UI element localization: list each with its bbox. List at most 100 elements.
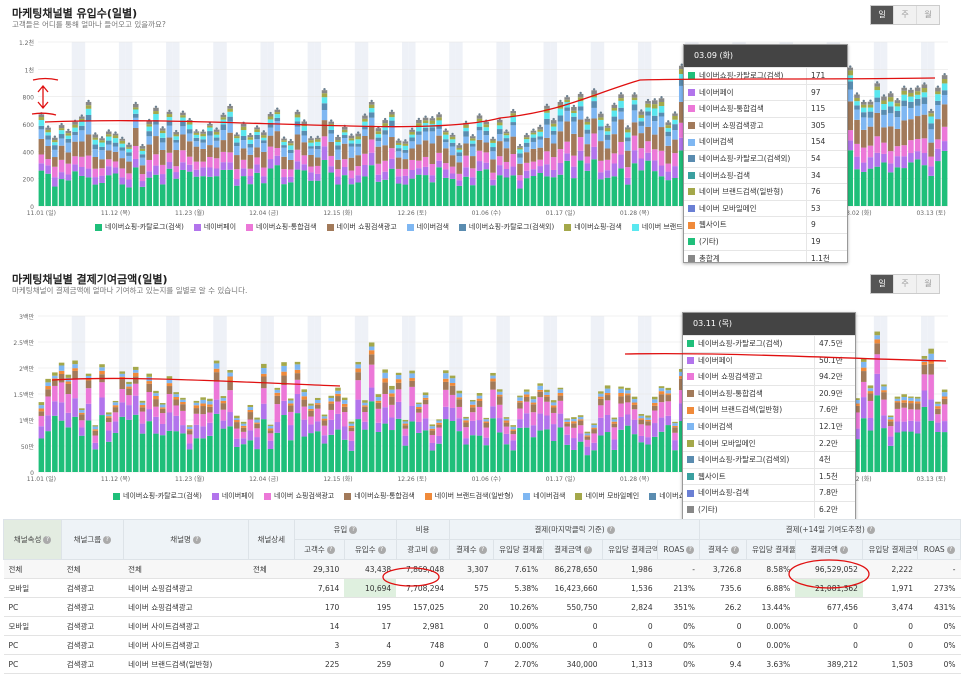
bar-segment	[173, 150, 179, 167]
legend-item[interactable]: 네이버쇼핑-통합검색	[344, 491, 415, 501]
bar-segment	[294, 369, 301, 374]
column-header[interactable]: 유입수?	[343, 539, 397, 560]
bar-segment	[65, 135, 72, 139]
bar-segment	[510, 434, 516, 441]
bar-segment	[854, 119, 860, 144]
bar-segment	[638, 419, 645, 425]
period-week-button[interactable]: 주	[893, 275, 916, 293]
legend-item[interactable]: 네이버쇼핑-검색	[564, 222, 622, 232]
bar-segment	[409, 134, 415, 138]
column-header[interactable]: 결제수?	[448, 539, 495, 560]
period-month-button[interactable]: 월	[916, 6, 939, 24]
legend-item[interactable]: 네이버 브랜드검색(일반형)	[424, 491, 513, 501]
column-header[interactable]: 고객수?	[294, 539, 345, 560]
bar-segment	[416, 119, 422, 124]
help-icon[interactable]: ?	[730, 546, 739, 554]
bar-segment	[106, 140, 112, 145]
header-channel-group[interactable]: 채널그룹?	[61, 519, 124, 560]
legend-swatch	[406, 223, 414, 231]
column-header[interactable]: 유입당 결제금액?	[862, 539, 919, 560]
column-header[interactable]: 결제수?	[699, 539, 748, 560]
bar-segment	[456, 173, 463, 181]
help-icon[interactable]: ?	[946, 546, 955, 554]
legend-item[interactable]: 네이버페이	[193, 222, 236, 232]
bar-segment	[443, 378, 449, 382]
bar-segment	[881, 428, 887, 472]
bar-segment	[625, 402, 631, 415]
column-header[interactable]: 유입당 결제금액?	[602, 539, 659, 560]
tooltip-row: 네이버쇼핑-카탈로그(검색외) 4천	[683, 451, 855, 468]
bar-segment	[921, 165, 928, 206]
help-icon[interactable]: ?	[478, 546, 487, 554]
help-icon[interactable]: ?	[326, 546, 335, 554]
bar-segment	[368, 152, 375, 166]
column-header[interactable]: 유입당 결제율?	[746, 539, 796, 560]
table-row[interactable]: PC 검색광고 네이버 사이트검색광고 3 4 748 0 0.00% 0 0 0% 0 0.00% 0 0…	[3, 635, 961, 655]
bar-segment	[638, 415, 645, 419]
bar-segment	[213, 363, 220, 369]
legend-item[interactable]: 네이버페이	[211, 491, 254, 501]
bar-segment	[375, 422, 382, 432]
table-row[interactable]: 모바일 검색광고 네이버 사이트검색광고 14 17 2,981 0 0.00% 0 0 0% 0 0.…	[3, 616, 961, 636]
help-icon[interactable]: ?	[583, 546, 592, 554]
bar-segment	[496, 141, 503, 157]
bar-segment	[672, 139, 678, 154]
bar-segment	[921, 97, 928, 104]
bar-segment	[443, 132, 449, 135]
period-day-button[interactable]: 일	[871, 6, 893, 24]
bar-segment	[166, 430, 173, 472]
y-tick-label: 2백만	[19, 365, 34, 373]
header-channel-detail[interactable]: 채널상세	[247, 519, 296, 560]
column-header[interactable]: 결제금액?	[542, 539, 604, 560]
bar-segment	[274, 147, 281, 156]
table-row[interactable]: 모바일 검색광고 네이버 쇼핑검색광고 7,614 10,694 7,708,294 575…	[3, 578, 961, 598]
period-day-button[interactable]: 일	[871, 275, 893, 293]
legend-item[interactable]: 네이버쇼핑-카탈로그(검색)	[113, 491, 202, 501]
bar-segment	[625, 137, 631, 142]
bar-segment	[658, 112, 665, 117]
legend-item[interactable]: 네이버쇼핑-카탈로그(검색외)	[458, 222, 554, 232]
table-row[interactable]: 전체 전체 전체 전체 29,310 43,438 7,869,048 3,307 7.61% 8…	[3, 559, 961, 579]
legend-item[interactable]: 네이버 모바일메인	[575, 491, 639, 501]
bar-segment	[449, 166, 456, 174]
bar-segment	[173, 136, 179, 140]
bar-segment	[355, 133, 361, 137]
bar-segment	[416, 131, 422, 135]
header-channel-attr[interactable]: 채널속성?	[2, 519, 63, 560]
bar-segment	[530, 169, 537, 177]
bar-segment	[58, 138, 65, 146]
bar-segment	[429, 430, 436, 435]
legend-item[interactable]: 네이버 쇼핑검색광고	[326, 222, 397, 232]
bar-segment	[180, 169, 186, 206]
legend-item[interactable]: 네이버검색	[406, 222, 449, 232]
bar-segment	[456, 390, 463, 394]
column-header[interactable]: 결제금액?	[794, 539, 864, 560]
column-header[interactable]: ROAS?	[657, 539, 701, 560]
table-row[interactable]: PC 검색광고 네이버 브랜드검색(일반형) 225 259 0 7 2.70% 340,000…	[3, 654, 961, 674]
legend-item[interactable]: 네이버쇼핑-카탈로그(검색)	[95, 222, 184, 232]
legend-item[interactable]: 네이버 쇼핑검색광고	[264, 491, 334, 501]
help-icon[interactable]: ?	[686, 546, 695, 554]
bar-segment	[591, 423, 597, 425]
header-channel-name[interactable]: 채널명?	[122, 519, 249, 560]
bar-segment	[901, 87, 907, 91]
total-point	[383, 117, 387, 121]
bar-segment	[274, 395, 281, 405]
legend-item[interactable]: 네이버쇼핑-통합검색	[246, 222, 317, 232]
legend-item[interactable]: 네이버검색	[523, 491, 565, 501]
bar-segment	[550, 177, 557, 206]
help-icon[interactable]: ?	[430, 546, 438, 554]
help-icon[interactable]: ?	[839, 546, 848, 554]
period-month-button[interactable]: 월	[916, 275, 939, 293]
column-header[interactable]: 유입당 결제율?	[493, 539, 544, 560]
column-header[interactable]: ROAS?	[917, 539, 961, 560]
bar-segment	[571, 427, 577, 439]
bar-segment	[914, 105, 921, 117]
help-icon[interactable]: ?	[377, 546, 386, 554]
period-week-button[interactable]: 주	[893, 6, 916, 24]
total-point	[282, 136, 286, 139]
bar-segment	[126, 395, 132, 406]
table-row[interactable]: PC 검색광고 네이버 쇼핑검색광고 170 195 157,025 20 10.26% 550…	[3, 597, 961, 617]
legend-item[interactable]: 네이버 브랜드검색(일반형)	[631, 222, 720, 232]
column-header[interactable]: 광고비?	[395, 539, 450, 560]
